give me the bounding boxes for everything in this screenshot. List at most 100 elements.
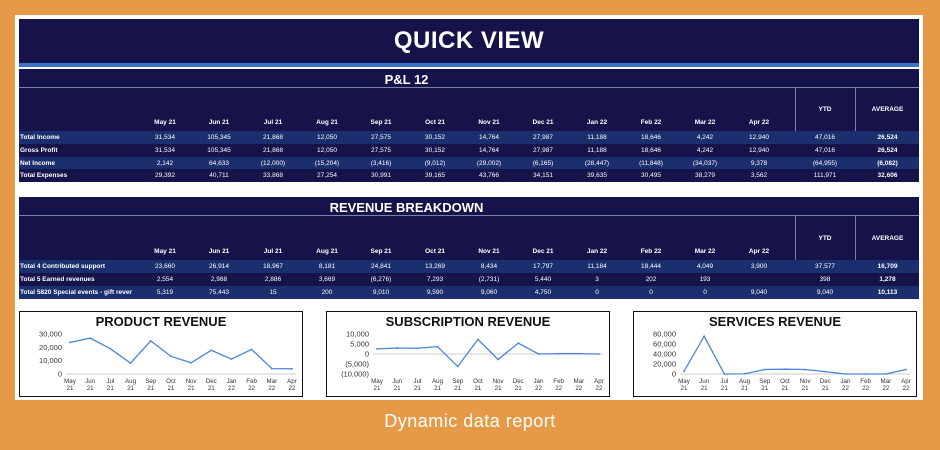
table-cell: 5,440 xyxy=(534,276,552,283)
table-cell: 8,181 xyxy=(318,263,336,270)
x-tick-label: Jul 21 xyxy=(413,378,421,392)
table-cell: 31,534 xyxy=(155,146,175,154)
data-point xyxy=(804,368,806,371)
month-header: Nov 21 xyxy=(478,119,500,126)
ytd-cell: 47,016 xyxy=(815,146,835,154)
data-point xyxy=(416,347,419,350)
month-header: Dec 21 xyxy=(532,248,554,255)
table-cell: 64,633 xyxy=(209,159,229,167)
revenue-breakdown-table: REVENUE BREAKDOWN May 21 Jun 21 Jul 21 Aug … xyxy=(19,197,919,299)
x-tick-label: Dec 21 xyxy=(820,378,831,392)
table-row xyxy=(19,143,919,157)
pl-title: P&L 12 xyxy=(384,72,429,87)
month-header: Jul 21 xyxy=(263,119,283,126)
x-tick-label: Jan 22 xyxy=(533,378,544,392)
table-cell: 9,010 xyxy=(372,289,390,296)
table-cell: 18,646 xyxy=(641,146,661,154)
table-cell: 9,060 xyxy=(480,289,498,296)
x-tick-label: Jun 21 xyxy=(85,378,96,392)
table-cell: 0 xyxy=(595,289,599,296)
average-cell: 10,113 xyxy=(877,289,898,296)
x-tick-label: Nov 21 xyxy=(800,378,812,392)
month-header: Mar 22 xyxy=(694,119,716,126)
table-cell: (12,000) xyxy=(260,159,286,167)
month-header: Apr 22 xyxy=(748,248,770,255)
table-cell: 2,554 xyxy=(156,276,174,283)
table-cell: (3,416) xyxy=(370,159,392,167)
x-tick-label: Jun 21 xyxy=(392,378,403,392)
row-label: Total Expenses xyxy=(20,172,68,180)
table-cell: 11,184 xyxy=(587,263,607,270)
caption: Dynamic data report xyxy=(384,411,556,431)
data-point xyxy=(517,342,520,345)
month-header: Jan 22 xyxy=(586,248,608,255)
x-tick-label: Sep 21 xyxy=(452,378,464,392)
x-tick-label: Apr 22 xyxy=(901,378,911,392)
table-cell: (6,165) xyxy=(532,159,554,167)
average-cell: 32,606 xyxy=(877,172,898,180)
table-cell: 12,940 xyxy=(749,146,769,154)
services-revenue-chart: SERVICES REVENUE 0 20,000 40,000 60,000 80,0… xyxy=(633,311,917,397)
x-tick-label: Aug 21 xyxy=(432,378,444,392)
row-label: Gross Profit xyxy=(20,146,58,154)
y-tick-label: 80,000 xyxy=(653,330,676,339)
data-point xyxy=(723,373,726,375)
data-point xyxy=(129,362,132,364)
x-tick-label: Dec 21 xyxy=(206,378,217,392)
table-cell: 5,319 xyxy=(156,289,174,296)
x-tick-label: May 21 xyxy=(678,378,691,392)
month-header: Sep 21 xyxy=(370,119,392,126)
average-cell: 26,524 xyxy=(877,146,898,154)
ytd-header: YTD xyxy=(818,106,832,113)
average-header: AVERAGE xyxy=(871,235,904,242)
table-cell: 40,711 xyxy=(209,172,229,180)
month-header: Feb 22 xyxy=(640,119,662,126)
y-tick-label: 0 xyxy=(672,370,676,379)
x-tick-label: Sep 21 xyxy=(145,378,157,392)
data-point xyxy=(537,353,540,355)
x-tick-label: Nov 21 xyxy=(493,378,505,392)
x-tick-label: May 21 xyxy=(371,378,384,392)
table-cell: 14,764 xyxy=(479,146,499,154)
table-cell: 4,750 xyxy=(534,289,552,296)
table-cell: 12,940 xyxy=(749,134,769,141)
subscription-revenue-chart: SUBSCRIPTION REVENUE (10,000) (5,000) 0 5,0… xyxy=(326,311,610,397)
table-cell: 38,279 xyxy=(695,172,715,180)
table-row xyxy=(19,156,919,170)
ytd-cell: 398 xyxy=(819,276,831,283)
table-cell: 4,049 xyxy=(696,263,714,270)
x-tick-label: Dec 21 xyxy=(513,378,524,392)
table-row xyxy=(19,286,919,299)
table-cell: 8,434 xyxy=(480,263,498,270)
table-cell: 27,987 xyxy=(533,134,553,141)
month-header: May 21 xyxy=(154,248,176,255)
table-cell: 9,040 xyxy=(750,289,768,296)
table-cell: 12,050 xyxy=(317,134,337,141)
x-tick-label: Oct 21 xyxy=(473,378,483,392)
divider xyxy=(855,215,856,299)
table-cell: 9,590 xyxy=(426,289,444,296)
table-cell: 3 xyxy=(595,276,599,283)
data-point xyxy=(905,368,907,371)
data-point xyxy=(703,335,706,338)
y-tick-label: (5,000) xyxy=(345,360,369,369)
x-tick-label: Aug 21 xyxy=(739,378,751,392)
table-cell: 27,575 xyxy=(371,146,391,154)
y-tick-label: 30,000 xyxy=(39,330,62,339)
data-point xyxy=(477,338,479,341)
divider xyxy=(795,215,796,299)
x-tick-label: Feb 22 xyxy=(553,378,564,392)
table-cell: (11,848) xyxy=(639,159,663,167)
data-point xyxy=(844,373,847,375)
row-label: Total Income xyxy=(20,134,60,141)
table-cell: 3,900 xyxy=(750,263,768,270)
month-header: May 21 xyxy=(154,119,176,126)
table-cell: 39,165 xyxy=(425,172,445,180)
table-row xyxy=(19,131,919,144)
data-point xyxy=(210,349,213,352)
table-cell: 30,152 xyxy=(425,134,445,141)
table-cell: 12,050 xyxy=(317,146,337,154)
table-cell: 105,345 xyxy=(207,146,231,154)
x-tick-label: Jan 22 xyxy=(840,378,851,392)
